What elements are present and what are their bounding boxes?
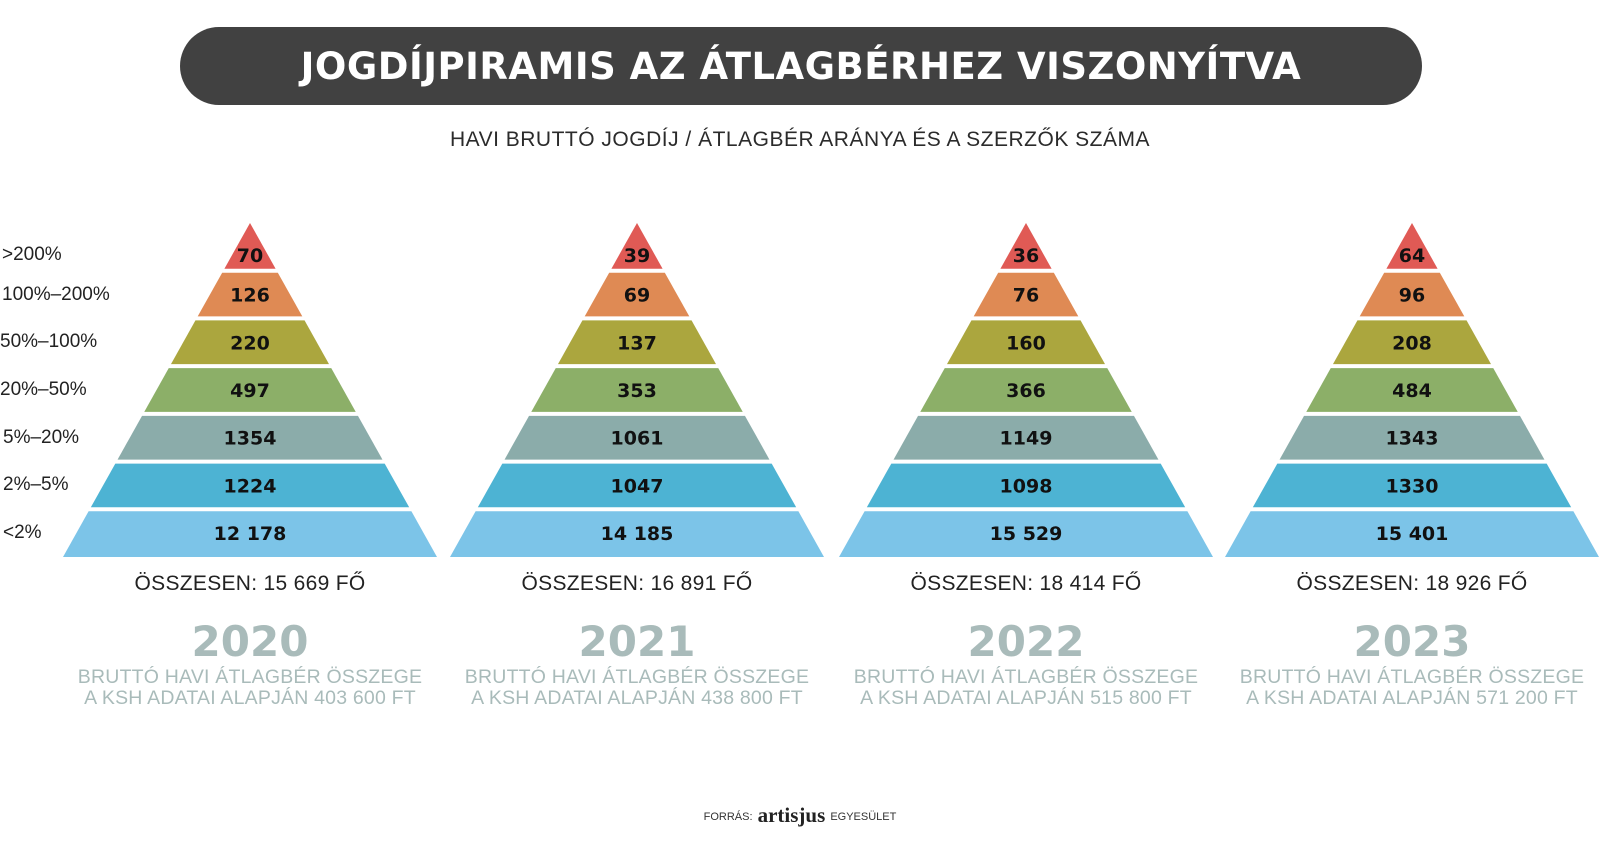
total-label: ÖSSZESEN: 18 926 FŐ	[1296, 572, 1528, 595]
pyramid-band	[477, 463, 797, 508]
pyramid-value-label: 208	[1392, 332, 1432, 354]
year-label: 2023	[1353, 617, 1471, 666]
pyramid-2021: 39 69 137 353 1061 1047 14 185	[450, 223, 824, 557]
pyramid-value-label: 220	[230, 332, 270, 354]
source-credit: FORRÁS: artisjus EGYESÜLET	[0, 803, 1600, 828]
pyramid-band	[839, 511, 1213, 557]
pyramid-value-label: 497	[230, 380, 270, 402]
pyramid-band	[893, 415, 1159, 460]
average-wage-line1: BRUTTÓ HAVI ÁTLAGBÉR ÖSSZEGE	[1239, 666, 1585, 688]
average-wage-line1: BRUTTÓ HAVI ÁTLAGBÉR ÖSSZEGE	[77, 666, 423, 688]
pyramid-band	[973, 272, 1079, 317]
pyramid-band	[1252, 463, 1572, 508]
pyramid-band	[144, 368, 356, 412]
row-label: 2%–5%	[3, 474, 69, 496]
pyramid-value-label: 39	[624, 245, 650, 267]
title-bar: JOGDÍJPIRAMIS AZ ÁTLAGBÉRHEZ VISZONYÍTVA	[180, 27, 1422, 105]
pyramid-value-label: 15 401	[1376, 523, 1449, 545]
row-label: 5%–20%	[3, 426, 80, 448]
pyramid-band	[531, 368, 743, 412]
row-label: 100%–200%	[2, 283, 110, 305]
average-wage-line2: A KSH ADATAI ALAPJÁN 403 600 FT	[84, 687, 416, 709]
row-label: <2%	[3, 522, 42, 544]
pyramid-value-label: 126	[230, 285, 270, 307]
source-suffix: EGYESÜLET	[830, 811, 897, 823]
row-label: 20%–50%	[0, 379, 87, 400]
chart-title: JOGDÍJPIRAMIS AZ ÁTLAGBÉRHEZ VISZONYÍTVA	[300, 44, 1302, 88]
pyramid-band	[946, 320, 1106, 365]
pyramid-band	[170, 320, 330, 365]
pyramid-band	[63, 511, 437, 557]
total-label: ÖSSZESEN: 16 891 FŐ	[521, 572, 753, 595]
pyramid-value-label: 69	[624, 285, 650, 307]
artisjus-logo: artisjus	[757, 803, 826, 827]
pyramid-band	[1332, 320, 1492, 365]
year-label: 2022	[967, 617, 1085, 666]
total-label: ÖSSZESEN: 15 669 FŐ	[134, 572, 366, 595]
pyramid-band	[504, 415, 770, 460]
pyramid-value-label: 64	[1399, 245, 1425, 267]
total-label: ÖSSZESEN: 18 414 FŐ	[910, 572, 1142, 595]
chart-subtitle: HAVI BRUTTÓ JOGDÍJ / ÁTLAGBÉR ARÁNYA ÉS …	[449, 128, 1151, 151]
pyramid-value-label: 1149	[1000, 428, 1053, 450]
pyramid-value-label: 1047	[611, 475, 664, 497]
average-wage-line2: A KSH ADATAI ALAPJÁN 438 800 FT	[471, 687, 803, 709]
pyramid-value-label: 1330	[1386, 475, 1439, 497]
pyramid-band	[866, 463, 1186, 508]
year-label: 2020	[191, 617, 309, 666]
average-wage-line1: BRUTTÓ HAVI ÁTLAGBÉR ÖSSZEGE	[853, 666, 1199, 688]
pyramid-value-label: 96	[1399, 285, 1425, 307]
pyramid-value-label: 1098	[1000, 475, 1053, 497]
pyramid-value-label: 14 185	[601, 523, 674, 545]
pyramid-value-label: 12 178	[214, 523, 287, 545]
row-label: >200%	[2, 243, 62, 265]
pyramid-2020: 70 126 220 497 1354 1224 12 178	[63, 223, 437, 557]
pyramid-value-label: 76	[1013, 285, 1039, 307]
pyramid-band	[1000, 223, 1052, 269]
row-label: 50%–100%	[0, 331, 98, 353]
pyramid-band	[611, 223, 663, 269]
pyramid-value-label: 36	[1013, 245, 1039, 267]
pyramid-band	[224, 223, 276, 269]
pyramid-band	[197, 272, 303, 317]
pyramid-band	[1279, 415, 1545, 460]
pyramid-band	[1225, 511, 1599, 557]
pyramid-band	[920, 368, 1132, 412]
pyramid-value-label: 1061	[611, 428, 664, 450]
pyramid-value-label: 1354	[224, 428, 277, 450]
pyramid-band	[450, 511, 824, 557]
pyramid-value-label: 484	[1392, 380, 1432, 402]
pyramid-value-label: 353	[617, 380, 657, 402]
pyramid-value-label: 137	[617, 332, 657, 354]
pyramid-band	[584, 272, 690, 317]
pyramid-2022: 36 76 160 366 1149 1098 15 529	[839, 223, 1213, 557]
pyramid-value-label: 160	[1006, 332, 1046, 354]
average-wage-line1: BRUTTÓ HAVI ÁTLAGBÉR ÖSSZEGE	[464, 666, 810, 688]
pyramid-value-label: 1224	[224, 475, 277, 497]
pyramid-band	[1386, 223, 1438, 269]
pyramid-value-label: 1343	[1386, 428, 1439, 450]
average-wage-line2: A KSH ADATAI ALAPJÁN 515 800 FT	[860, 687, 1192, 709]
source-prefix: FORRÁS:	[703, 811, 753, 823]
year-label: 2021	[578, 617, 696, 666]
pyramid-band	[1359, 272, 1465, 317]
pyramid-band	[90, 463, 410, 508]
pyramid-value-label: 15 529	[990, 523, 1063, 545]
average-wage-line2: A KSH ADATAI ALAPJÁN 571 200 FT	[1246, 687, 1578, 709]
pyramid-value-label: 70	[237, 245, 263, 267]
pyramid-band	[117, 415, 383, 460]
pyramid-value-label: 366	[1006, 380, 1046, 402]
pyramid-2023: 64 96 208 484 1343 1330 15 401	[1225, 223, 1599, 557]
pyramid-band	[557, 320, 717, 365]
pyramid-band	[1306, 368, 1518, 412]
